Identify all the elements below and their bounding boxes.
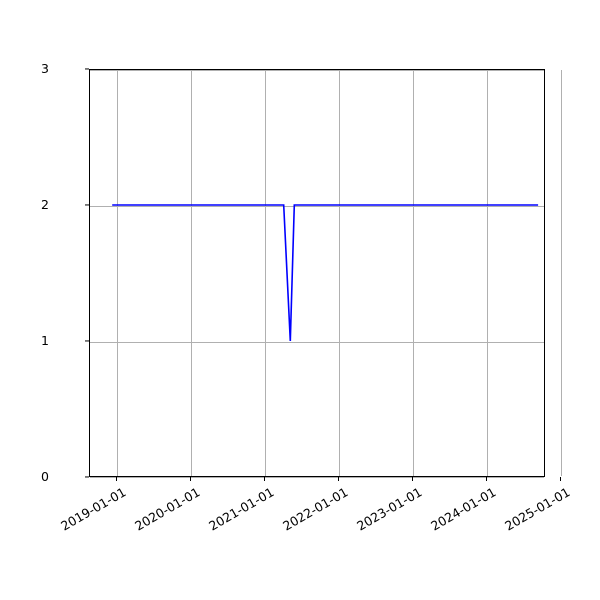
y-tick-label-3: 3: [41, 60, 49, 76]
gridline-horizontal: [90, 477, 544, 478]
gridline-vertical: [561, 70, 562, 476]
x-tick-mark: [412, 477, 414, 481]
y-tick-label-0: 0: [41, 468, 49, 484]
gridline-vertical: [265, 70, 266, 476]
plot-area: [89, 69, 562, 478]
x-tick-mark: [116, 477, 118, 481]
y-tick-label-1: 1: [41, 332, 49, 348]
gridline-horizontal: [90, 206, 544, 207]
y-tick-mark: [85, 476, 89, 478]
gridline-vertical: [339, 70, 340, 476]
x-tick-mark: [190, 477, 192, 481]
gridline-vertical: [191, 70, 192, 476]
x-tick-mark: [264, 477, 266, 481]
y-tick-mark: [85, 68, 89, 70]
x-tick-mark: [560, 477, 562, 481]
gridline-horizontal: [90, 70, 544, 71]
x-tick-mark: [338, 477, 340, 481]
gridline-vertical: [117, 70, 118, 476]
y-tick-mark: [85, 204, 89, 206]
x-tick-mark: [486, 477, 488, 481]
y-tick-label-2: 2: [41, 196, 49, 212]
gridline-horizontal: [90, 342, 544, 343]
gridline-vertical: [413, 70, 414, 476]
y-tick-mark: [85, 340, 89, 342]
gridline-vertical: [487, 70, 488, 476]
